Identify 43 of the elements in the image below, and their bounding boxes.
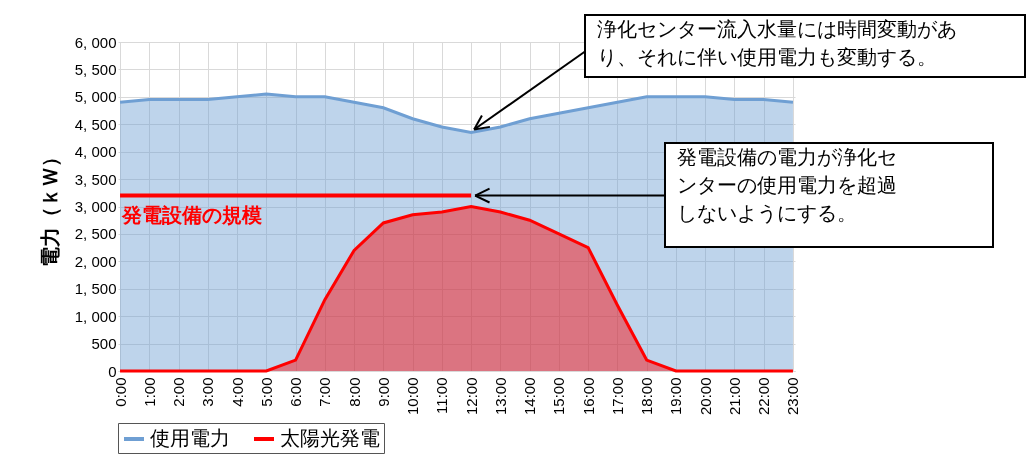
- x-tick-label: 5:00: [257, 377, 275, 407]
- x-tick-label: 12:00: [462, 377, 480, 416]
- x-tick-label: 9:00: [374, 377, 392, 407]
- x-tick-label: 22:00: [755, 377, 773, 416]
- x-tick-label: 20:00: [696, 377, 714, 416]
- y-tick-label: 1, 000: [74, 307, 117, 325]
- y-tick-label: 1, 500: [74, 280, 117, 298]
- y-tick-label: 5, 500: [74, 60, 117, 78]
- x-tick-label: 1:00: [140, 377, 158, 407]
- x-tick-label: 18:00: [638, 377, 656, 416]
- y-tick-label: 4, 500: [74, 115, 117, 133]
- x-tick-label: 6:00: [287, 377, 305, 407]
- x-tick-label: 11:00: [433, 377, 451, 414]
- annotation: 発電設備の電力が浄化センターの使用電力を超過しないようにする。: [677, 146, 897, 224]
- x-tick-label: 16:00: [579, 377, 597, 416]
- x-tick-label: 21:00: [725, 377, 743, 416]
- x-tick-label: 8:00: [345, 377, 363, 407]
- x-tick-label: 15:00: [550, 377, 568, 416]
- x-tick-label: 3:00: [199, 377, 217, 407]
- y-tick-label: 0: [108, 362, 117, 380]
- y-tick-label: 3, 500: [74, 170, 117, 188]
- legend-label: 使用電力: [150, 427, 230, 449]
- x-tick-label: 13:00: [491, 377, 509, 416]
- y-tick-label: 3, 000: [74, 198, 117, 215]
- y-tick-label: 2, 500: [74, 225, 117, 243]
- y-tick-label: 6, 000: [74, 33, 117, 51]
- y-tick-label: 500: [91, 335, 117, 353]
- annotation: 浄化センター流入水量には時間変動があり、それに伴い使用電力も変動する。: [597, 18, 957, 68]
- x-tick-label: 23:00: [784, 377, 802, 416]
- x-tick-label: 17:00: [608, 377, 626, 416]
- x-tick-label: 7:00: [316, 377, 334, 407]
- x-tick-label: 0:00: [111, 377, 129, 407]
- y-tick-label: 2, 000: [74, 252, 117, 270]
- y-axis-title: 電力（ｋＷ）: [38, 147, 61, 267]
- legend-label: 太陽光発電: [280, 427, 380, 449]
- y-tick-label: 5, 000: [74, 88, 117, 106]
- x-tick-label: 19:00: [667, 377, 685, 416]
- x-tick-label: 4:00: [228, 377, 246, 407]
- x-tick-label: 2:00: [170, 377, 188, 407]
- x-tick-label: 14:00: [521, 377, 539, 416]
- y-tick-label: 4, 000: [74, 143, 117, 161]
- x-tick-label: 10:00: [404, 377, 422, 416]
- series-label: 発電設備の規模: [121, 203, 263, 226]
